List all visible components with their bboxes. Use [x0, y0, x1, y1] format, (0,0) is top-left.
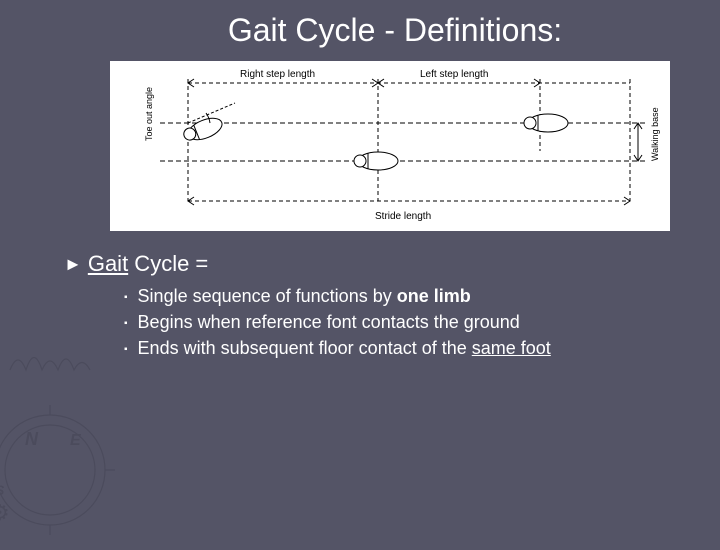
arrow-icon: ►: [64, 254, 82, 275]
bullet-item: ▪ Begins when reference font contacts th…: [124, 309, 680, 335]
bullet-item: ▪ Ends with subsequent floor contact of …: [124, 335, 680, 361]
gait-diagram: Toe out angle Right step length Left ste…: [110, 61, 670, 231]
content-block: ► Gait Cycle = ▪ Single sequence of func…: [64, 251, 680, 361]
svg-text:⚙: ⚙: [0, 500, 10, 525]
label-right-step: Right step length: [240, 69, 315, 80]
bullet-item: ▪ Single sequence of functions by one li…: [124, 283, 680, 309]
svg-text:N: N: [25, 429, 39, 449]
label-stride: Stride length: [375, 211, 431, 222]
bullet-text: Begins when reference font contacts the …: [138, 309, 520, 335]
slide: ⚙ N E S Gait Cycle - Definitions:: [0, 0, 720, 540]
heading-line: ► Gait Cycle =: [64, 251, 680, 277]
gait-diagram-svg: Toe out angle Right step length Left ste…: [110, 61, 670, 231]
square-bullet-icon: ▪: [124, 343, 128, 358]
square-bullet-icon: ▪: [124, 291, 128, 306]
bullet-text: Ends with subsequent floor contact of th…: [138, 335, 551, 361]
slide-title: Gait Cycle - Definitions:: [110, 12, 680, 49]
svg-text:E: E: [70, 432, 82, 449]
label-left-step: Left step length: [420, 69, 488, 80]
label-toe-out: Toe out angle: [144, 87, 154, 141]
label-walking-base: Walking base: [650, 107, 660, 161]
heading-rest: Cycle =: [128, 251, 208, 276]
square-bullet-icon: ▪: [124, 317, 128, 332]
svg-text:S: S: [0, 482, 5, 498]
bullet-list: ▪ Single sequence of functions by one li…: [124, 283, 680, 361]
heading-underlined: Gait: [88, 251, 128, 276]
heading-text: Gait Cycle =: [88, 251, 208, 277]
bullet-text: Single sequence of functions by one limb: [138, 283, 471, 309]
